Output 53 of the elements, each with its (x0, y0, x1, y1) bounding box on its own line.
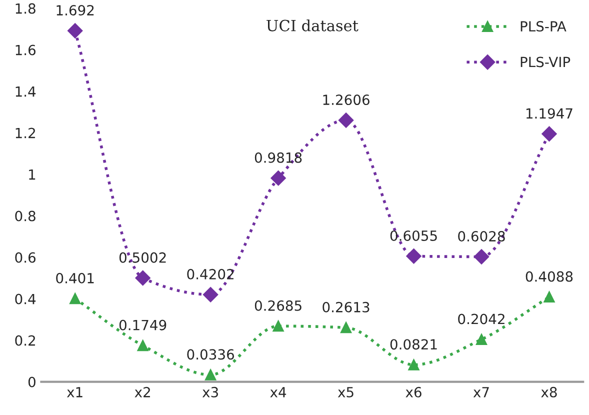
point (406, 248, 422, 264)
point (408, 359, 420, 370)
data-label: 0.4202 (187, 268, 234, 280)
point (270, 170, 286, 186)
x-tick-label: x6 (406, 386, 422, 398)
x-tick-label: x2 (134, 386, 150, 398)
y-tick-label: 1.6 (16, 44, 36, 56)
point (474, 249, 490, 264)
data-label: 0.0821 (390, 339, 437, 350)
data-label: 0.6028 (458, 231, 505, 242)
data-label: 0.2613 (322, 302, 370, 312)
data-label: 1.2606 (323, 94, 370, 106)
data-label: 0.2685 (254, 300, 302, 311)
y-tick-label: 1.4 (16, 86, 36, 97)
point (272, 320, 284, 332)
x-tick-label: x1 (66, 387, 82, 398)
data-label: 0.4088 (526, 271, 573, 282)
point (203, 287, 218, 302)
text: UCI dataset (266, 20, 358, 32)
x-tick-label: x5 (338, 387, 354, 398)
y-tick-label: 0.2 (15, 335, 35, 346)
point (476, 334, 488, 345)
data-label: 0.9818 (254, 152, 302, 163)
point (205, 369, 216, 380)
x-tick-label: x3 (202, 386, 218, 398)
data-label: 0.401 (56, 272, 94, 284)
point (70, 293, 81, 304)
y-tick-label: 0.8 (15, 210, 36, 222)
y-tick-label: 1 (29, 169, 36, 180)
legend-label: PLS-PA (520, 21, 566, 32)
y-tick-label: 0.6 (15, 252, 36, 263)
data-label: 0.1749 (119, 320, 166, 330)
data-label: 0.5002 (119, 252, 166, 263)
legend-label: PLS-VIP (520, 56, 570, 68)
y-tick-label: 1.8 (16, 3, 36, 14)
point (135, 270, 150, 286)
data-label: 1.692 (56, 5, 94, 16)
point (544, 291, 555, 303)
data-label: 1.1947 (526, 108, 572, 119)
point (338, 112, 354, 128)
point (68, 23, 83, 38)
y-tick-label: 1.2 (16, 128, 35, 138)
data-label: 0.2042 (458, 314, 504, 324)
y-tick-label: 0.4 (15, 294, 36, 304)
point (340, 322, 352, 334)
x-tick-label: x8 (541, 386, 557, 398)
y-tick-label: 0 (28, 376, 36, 388)
data-label: 0.0336 (187, 349, 234, 360)
point (542, 126, 557, 142)
point (137, 340, 148, 352)
data-label: 0.6055 (390, 230, 437, 241)
x-tick-label: x4 (270, 387, 286, 398)
x-tick-label: x7 (473, 387, 489, 398)
